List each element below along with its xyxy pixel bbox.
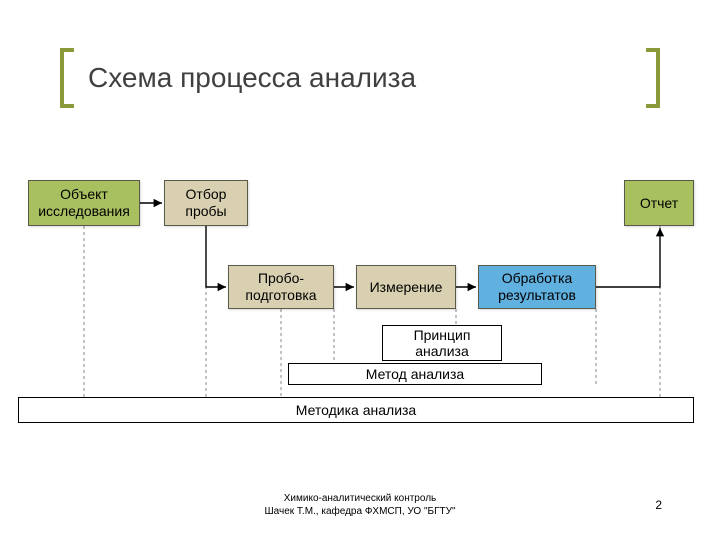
box-measure-label: Измерение xyxy=(370,279,443,296)
footer: Химико-аналитический контроль Шачек Т.М.… xyxy=(0,492,720,518)
box-prep-label: Пробо-подготовка xyxy=(245,270,316,304)
box-object: Объектисследования xyxy=(28,180,140,226)
box-object-label: Объектисследования xyxy=(38,186,130,220)
bracket-right-icon xyxy=(646,48,660,108)
frame-method: Метод анализа xyxy=(288,363,542,385)
box-report: Отчет xyxy=(624,180,694,226)
page-title: Схема процесса анализа xyxy=(88,62,416,94)
title-bar: Схема процесса анализа xyxy=(60,48,660,108)
box-report-label: Отчет xyxy=(640,195,678,212)
frame-principle-label: Принципанализа xyxy=(414,327,471,359)
box-process-label: Обработкарезультатов xyxy=(498,270,576,304)
box-measure: Измерение xyxy=(356,265,456,309)
footer-line2: Шачек Т.М., кафедра ФХМСП, УО "БГТУ" xyxy=(0,505,720,518)
page-number: 2 xyxy=(655,498,662,512)
box-process: Обработкарезультатов xyxy=(478,265,596,309)
frame-principle: Принципанализа xyxy=(382,325,502,361)
bracket-left-icon xyxy=(60,48,74,108)
footer-line1: Химико-аналитический контроль xyxy=(0,492,720,505)
box-sample: Отборпробы xyxy=(164,180,248,226)
frame-methodic-label: Методика анализа xyxy=(296,402,416,418)
frame-method-label: Метод анализа xyxy=(366,366,464,382)
diagram: Объектисследования Отборпробы Отчет Проб… xyxy=(0,175,720,475)
box-sample-label: Отборпробы xyxy=(185,186,226,220)
box-prep: Пробо-подготовка xyxy=(228,265,334,309)
frame-methodic: Методика анализа xyxy=(18,397,694,423)
